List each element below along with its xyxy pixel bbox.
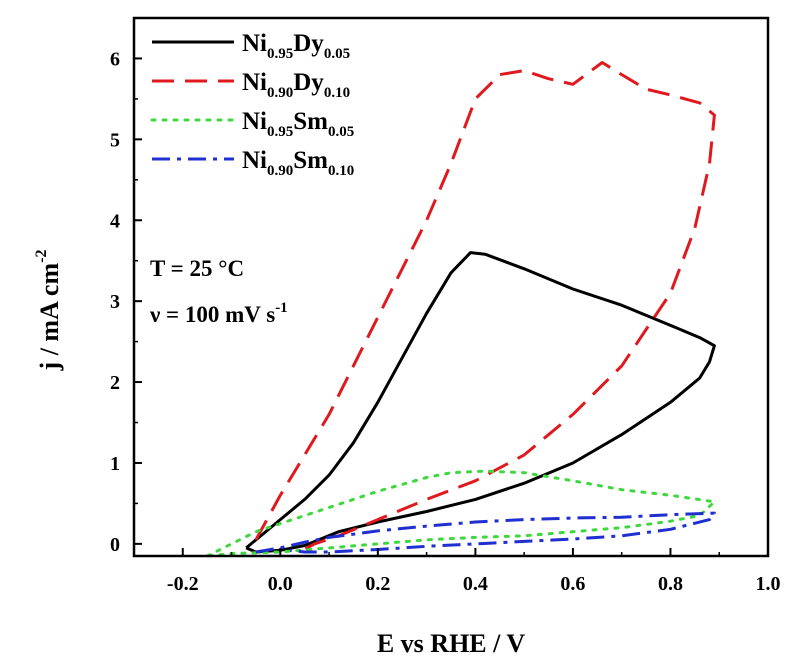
legend-subscript: 0.95 — [267, 46, 293, 62]
legend-label-2: Ni0.95Sm0.05 — [242, 108, 354, 140]
x-tick-label: 0.4 — [463, 573, 488, 595]
x-tick-label: 1.0 — [756, 573, 781, 595]
legend-element: Dy — [293, 30, 324, 57]
x-axis-label: E vs RHE / V — [377, 629, 526, 657]
y-axis-label-text: j / mA cm — [35, 263, 64, 372]
legend-element: Ni — [242, 147, 267, 174]
legend-subscript: 0.05 — [324, 46, 350, 62]
legend-element: Ni — [242, 108, 267, 135]
y-tick-label: 6 — [110, 48, 120, 70]
scan-rate-annotation: ν = 100 mV s-1 — [149, 300, 288, 327]
legend-element: Ni — [242, 30, 267, 57]
y-tick-label: 0 — [110, 534, 120, 556]
legend-subscript: 0.05 — [328, 124, 354, 140]
scan-rate-text: ν = 100 mV s — [149, 302, 275, 327]
temperature-annotation: T = 25 °C — [150, 256, 244, 281]
y-axis-ticks: 0 1 2 3 4 5 6 — [110, 48, 142, 556]
scan-rate-superscript: -1 — [275, 300, 288, 316]
x-axis-ticks: -0.2 0.0 0.2 0.4 0.6 0.8 1.0 — [133, 548, 781, 595]
legend-label-0: Ni0.95Dy0.05 — [242, 30, 350, 62]
x-tick-label: 0.6 — [560, 573, 585, 595]
x-tick-label: 0.8 — [658, 573, 683, 595]
x-tick-label: -0.2 — [167, 573, 199, 595]
plot-frame — [132, 16, 770, 558]
legend-subscript: 0.90 — [267, 85, 293, 101]
legend-element: Sm — [293, 147, 328, 174]
y-tick-label: 2 — [110, 372, 120, 394]
series-layer — [205, 61, 716, 556]
series-line-0 — [245, 251, 716, 554]
legend-label-1: Ni0.90Dy0.10 — [242, 69, 350, 101]
legend-subscript: 0.10 — [328, 163, 354, 179]
x-tick-label: 0.2 — [365, 573, 390, 595]
series-line-1 — [254, 61, 716, 554]
series-line-3 — [255, 511, 716, 554]
series-line-2 — [205, 469, 716, 556]
y-tick-label: 4 — [110, 210, 120, 232]
y-tick-label: 3 — [110, 291, 120, 313]
legend: Ni0.95Dy0.05Ni0.90Dy0.10Ni0.95Sm0.05Ni0.… — [150, 30, 354, 179]
y-axis-label-superscript: -2 — [33, 250, 50, 263]
legend-subscript: 0.90 — [267, 163, 293, 179]
y-tick-label: 1 — [110, 453, 120, 475]
y-axis-label: j / mA cm-2 — [33, 250, 64, 372]
x-tick-label: 0.0 — [268, 573, 293, 595]
y-tick-label: 5 — [110, 129, 120, 151]
legend-element: Sm — [293, 108, 328, 135]
legend-element: Ni — [242, 69, 267, 96]
legend-subscript: 0.10 — [324, 85, 350, 101]
legend-label-3: Ni0.90Sm0.10 — [242, 147, 354, 179]
legend-element: Dy — [293, 69, 324, 96]
legend-subscript: 0.95 — [267, 124, 293, 140]
